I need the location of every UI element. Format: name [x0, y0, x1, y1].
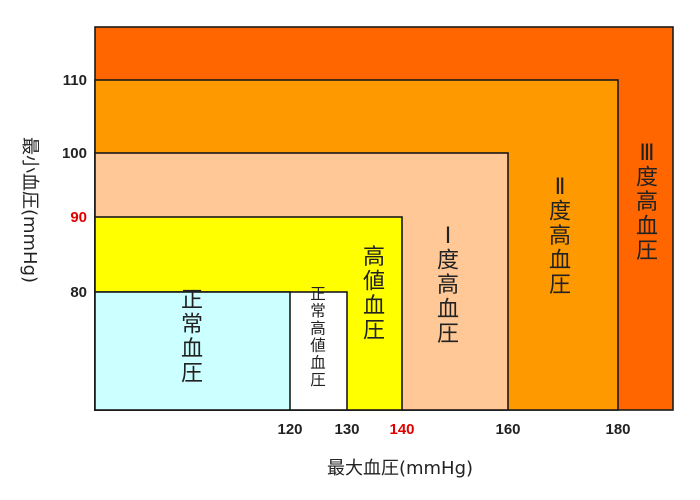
zone-label-3: 高値血圧	[363, 245, 385, 344]
y-tick-label-90: 90	[70, 209, 87, 226]
x-tick-label-180: 180	[605, 421, 630, 438]
x-tick-label-120: 120	[277, 421, 302, 438]
ticks-layer: 120 130 140 160 180 80 90 100 110	[62, 72, 631, 438]
zone-labels-layer: Ⅲ 度高血圧 Ⅱ 度高血圧 Ⅰ 度高血圧 高値血圧 正常高値血圧 正常血圧	[181, 141, 658, 389]
zone-rect-5	[94, 291, 291, 411]
x-axis-title: 最大血圧(mmHg)	[327, 458, 473, 479]
zones-layer	[94, 26, 674, 411]
y-tick-label-100: 100	[62, 145, 87, 162]
y-axis-title: 最小血圧(mmHg)	[19, 137, 40, 283]
x-tick-label-140: 140	[389, 421, 414, 438]
y-tick-label-80: 80	[70, 284, 87, 301]
x-tick-label-130: 130	[334, 421, 359, 438]
zone-label-2: Ⅰ 度高血圧	[437, 224, 459, 347]
zone-label-1: Ⅱ 度高血圧	[549, 175, 571, 298]
y-tick-label-110: 110	[63, 72, 87, 89]
zone-label-0: Ⅲ 度高血圧	[636, 141, 658, 264]
x-tick-label-160: 160	[495, 421, 520, 438]
zone-label-4: 正常高値血圧	[310, 285, 326, 389]
zone-label-5: 正常血圧	[181, 288, 203, 387]
